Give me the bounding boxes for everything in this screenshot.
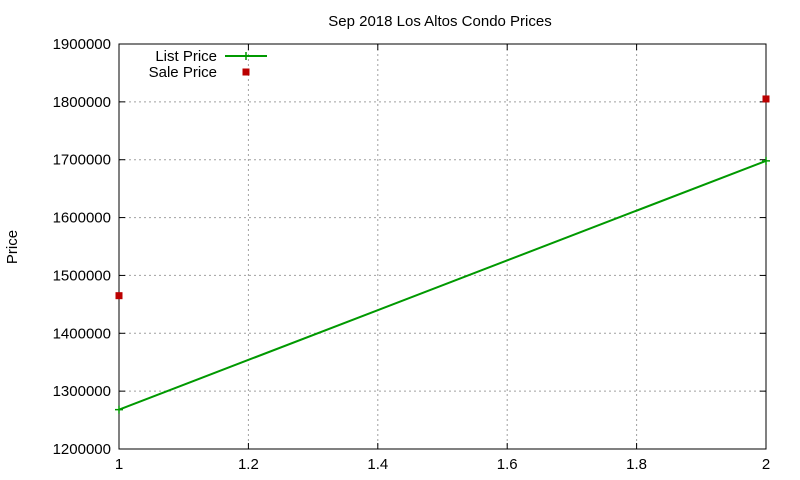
legend-label: Sale Price [149,64,217,81]
axis-ticks: 1 1.2 1.4 1.6 1.8 2 1200000 1300000 1400000 15000… [53,36,771,473]
y-tick-label: 1900000 [53,36,111,53]
x-tick-label: 1.6 [497,456,518,473]
legend-square-swatch [242,68,250,76]
plot-frame [118,43,767,450]
y-tick-label: 1600000 [53,210,111,227]
y-axis-label: Price [4,230,21,264]
list-price-point [115,405,123,414]
y-tick-label: 1200000 [53,441,111,458]
y-tick-label: 1800000 [53,94,111,111]
y-tick-label: 1300000 [53,383,111,400]
y-tick-label: 1400000 [53,325,111,342]
grid-lines [119,44,766,449]
series-layer [115,95,770,414]
x-tick-label: 1.2 [238,456,259,473]
sale-price-point [762,95,770,103]
list-price-point [762,156,770,165]
x-tick-label: 2 [762,456,770,473]
y-tick-label: 1500000 [53,267,111,284]
x-tick-label: 1 [115,456,123,473]
legend-label: List Price [155,48,217,65]
chart-title: Sep 2018 Los Altos Condo Prices [328,13,551,30]
sale-price-point [115,292,123,300]
x-tick-label: 1.8 [626,456,647,473]
x-tick-label: 1.4 [367,456,388,473]
list-price-line [118,159,767,411]
y-tick-label: 1700000 [53,152,111,169]
